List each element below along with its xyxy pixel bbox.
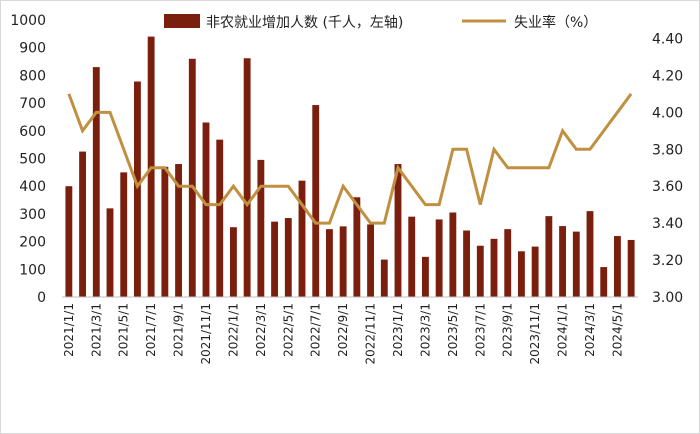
y-left-tick-label: 800: [19, 68, 46, 84]
bar: [230, 227, 237, 297]
legend: 非农就业增加人数 (千人，左轴) 失业率（%）: [164, 14, 597, 31]
x-tick-label: 2022/7/1: [309, 303, 323, 357]
bar: [65, 186, 73, 297]
unemployment-line: [67, 92, 633, 225]
x-tick-label: 2021/11/1: [199, 303, 213, 365]
bar: [490, 238, 498, 297]
bar: [202, 122, 210, 298]
bar: [435, 219, 443, 297]
x-tick-label: 2021/1/1: [62, 303, 76, 357]
y-left-axis: 0 100 200 300 400 500 600 700 800 900 1000: [10, 13, 46, 306]
y-left-tick-label: 700: [19, 96, 46, 112]
y-right-axis: 3.00 3.20 3.40 3.60 3.80 4.00 4.20 4.40: [652, 31, 683, 306]
x-axis: 2021/1/1 2021/3/1 2021/5/1 2021/7/1 2021/9/1…: [62, 303, 625, 365]
y-left-tick-label: 1000: [10, 13, 46, 29]
bar: [284, 218, 292, 297]
bar: [572, 231, 580, 297]
legend-swatch-bar: [164, 14, 200, 28]
bar: [545, 216, 553, 297]
bar: [394, 164, 402, 297]
bar: [271, 221, 278, 297]
bar: [175, 164, 182, 297]
bar: [586, 211, 594, 297]
bar: [312, 105, 320, 297]
bar: [614, 236, 621, 297]
bar: [243, 58, 251, 298]
legend-label-bar: 非农就业增加人数 (千人，左轴): [206, 15, 403, 31]
bar: [504, 229, 512, 297]
bar: [408, 216, 416, 297]
x-tick-label: 2022/11/1: [364, 303, 378, 365]
bar: [79, 151, 86, 297]
bar: [463, 230, 470, 297]
y-right-tick-label: 3.00: [652, 290, 683, 306]
bar: [518, 251, 525, 297]
y-left-tick-label: 900: [19, 41, 46, 57]
x-tick-label: 2022/9/1: [336, 303, 350, 357]
y-left-tick-label: 200: [19, 235, 46, 251]
y-left-tick-label: 0: [37, 290, 46, 306]
x-tick-label: 2022/3/1: [254, 303, 268, 357]
bar: [476, 245, 484, 297]
x-tick-label: 2021/9/1: [172, 303, 186, 357]
y-left-tick-label: 400: [19, 179, 46, 195]
x-tick-label: 2024/1/1: [556, 303, 570, 357]
y-right-tick-label: 3.20: [652, 253, 683, 269]
bar: [134, 81, 141, 298]
bar: [298, 180, 306, 297]
bar: [161, 166, 169, 297]
bar: [216, 139, 224, 297]
bar: [106, 208, 114, 297]
bar: [339, 226, 347, 297]
bar: [188, 58, 196, 297]
x-tick-label: 2022/1/1: [226, 303, 240, 357]
bar: [380, 259, 388, 297]
bar: [627, 239, 635, 297]
x-tick-label: 2024/3/1: [583, 303, 597, 357]
y-right-tick-label: 4.20: [652, 68, 683, 84]
bar: [326, 229, 333, 297]
y-right-tick-label: 3.60: [652, 179, 683, 195]
y-right-tick-label: 4.40: [652, 31, 683, 47]
y-right-tick-label: 3.40: [652, 216, 683, 232]
bar: [92, 67, 100, 297]
bar-series: [65, 36, 635, 298]
bar: [120, 172, 128, 297]
x-tick-label: 2023/1/1: [391, 303, 405, 357]
bar: [367, 224, 374, 297]
y-left-tick-label: 300: [19, 207, 46, 223]
y-left-tick-label: 600: [19, 124, 46, 140]
x-tick-label: 2023/9/1: [501, 303, 515, 357]
bar: [600, 267, 608, 297]
x-tick-label: 2021/5/1: [117, 303, 131, 357]
bar: [257, 159, 265, 297]
x-tick-label: 2022/5/1: [281, 303, 295, 357]
bar: [531, 246, 539, 297]
bar: [422, 256, 429, 297]
x-tick-label: 2023/7/1: [473, 303, 487, 357]
x-tick-label: 2024/5/1: [610, 303, 624, 357]
y-right-tick-label: 4.00: [652, 105, 683, 121]
y-left-tick-label: 500: [19, 152, 46, 168]
line-series: [67, 92, 633, 225]
y-left-tick-label: 100: [19, 262, 46, 278]
x-tick-label: 2021/7/1: [144, 303, 158, 357]
bar: [353, 197, 361, 297]
x-tick-label: 2023/5/1: [446, 303, 460, 357]
bar: [449, 212, 457, 297]
x-tick-label: 2021/3/1: [89, 303, 103, 357]
bar: [559, 226, 566, 297]
x-tick-label: 2023/3/1: [418, 303, 432, 357]
legend-label-line: 失业率（%）: [514, 14, 597, 31]
y-right-tick-label: 3.80: [652, 142, 683, 158]
x-tick-label: 2023/11/1: [528, 303, 542, 365]
